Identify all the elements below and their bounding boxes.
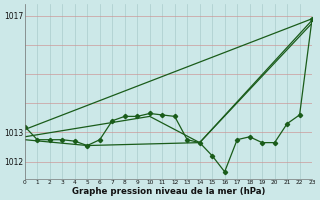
X-axis label: Graphe pression niveau de la mer (hPa): Graphe pression niveau de la mer (hPa) — [72, 187, 265, 196]
